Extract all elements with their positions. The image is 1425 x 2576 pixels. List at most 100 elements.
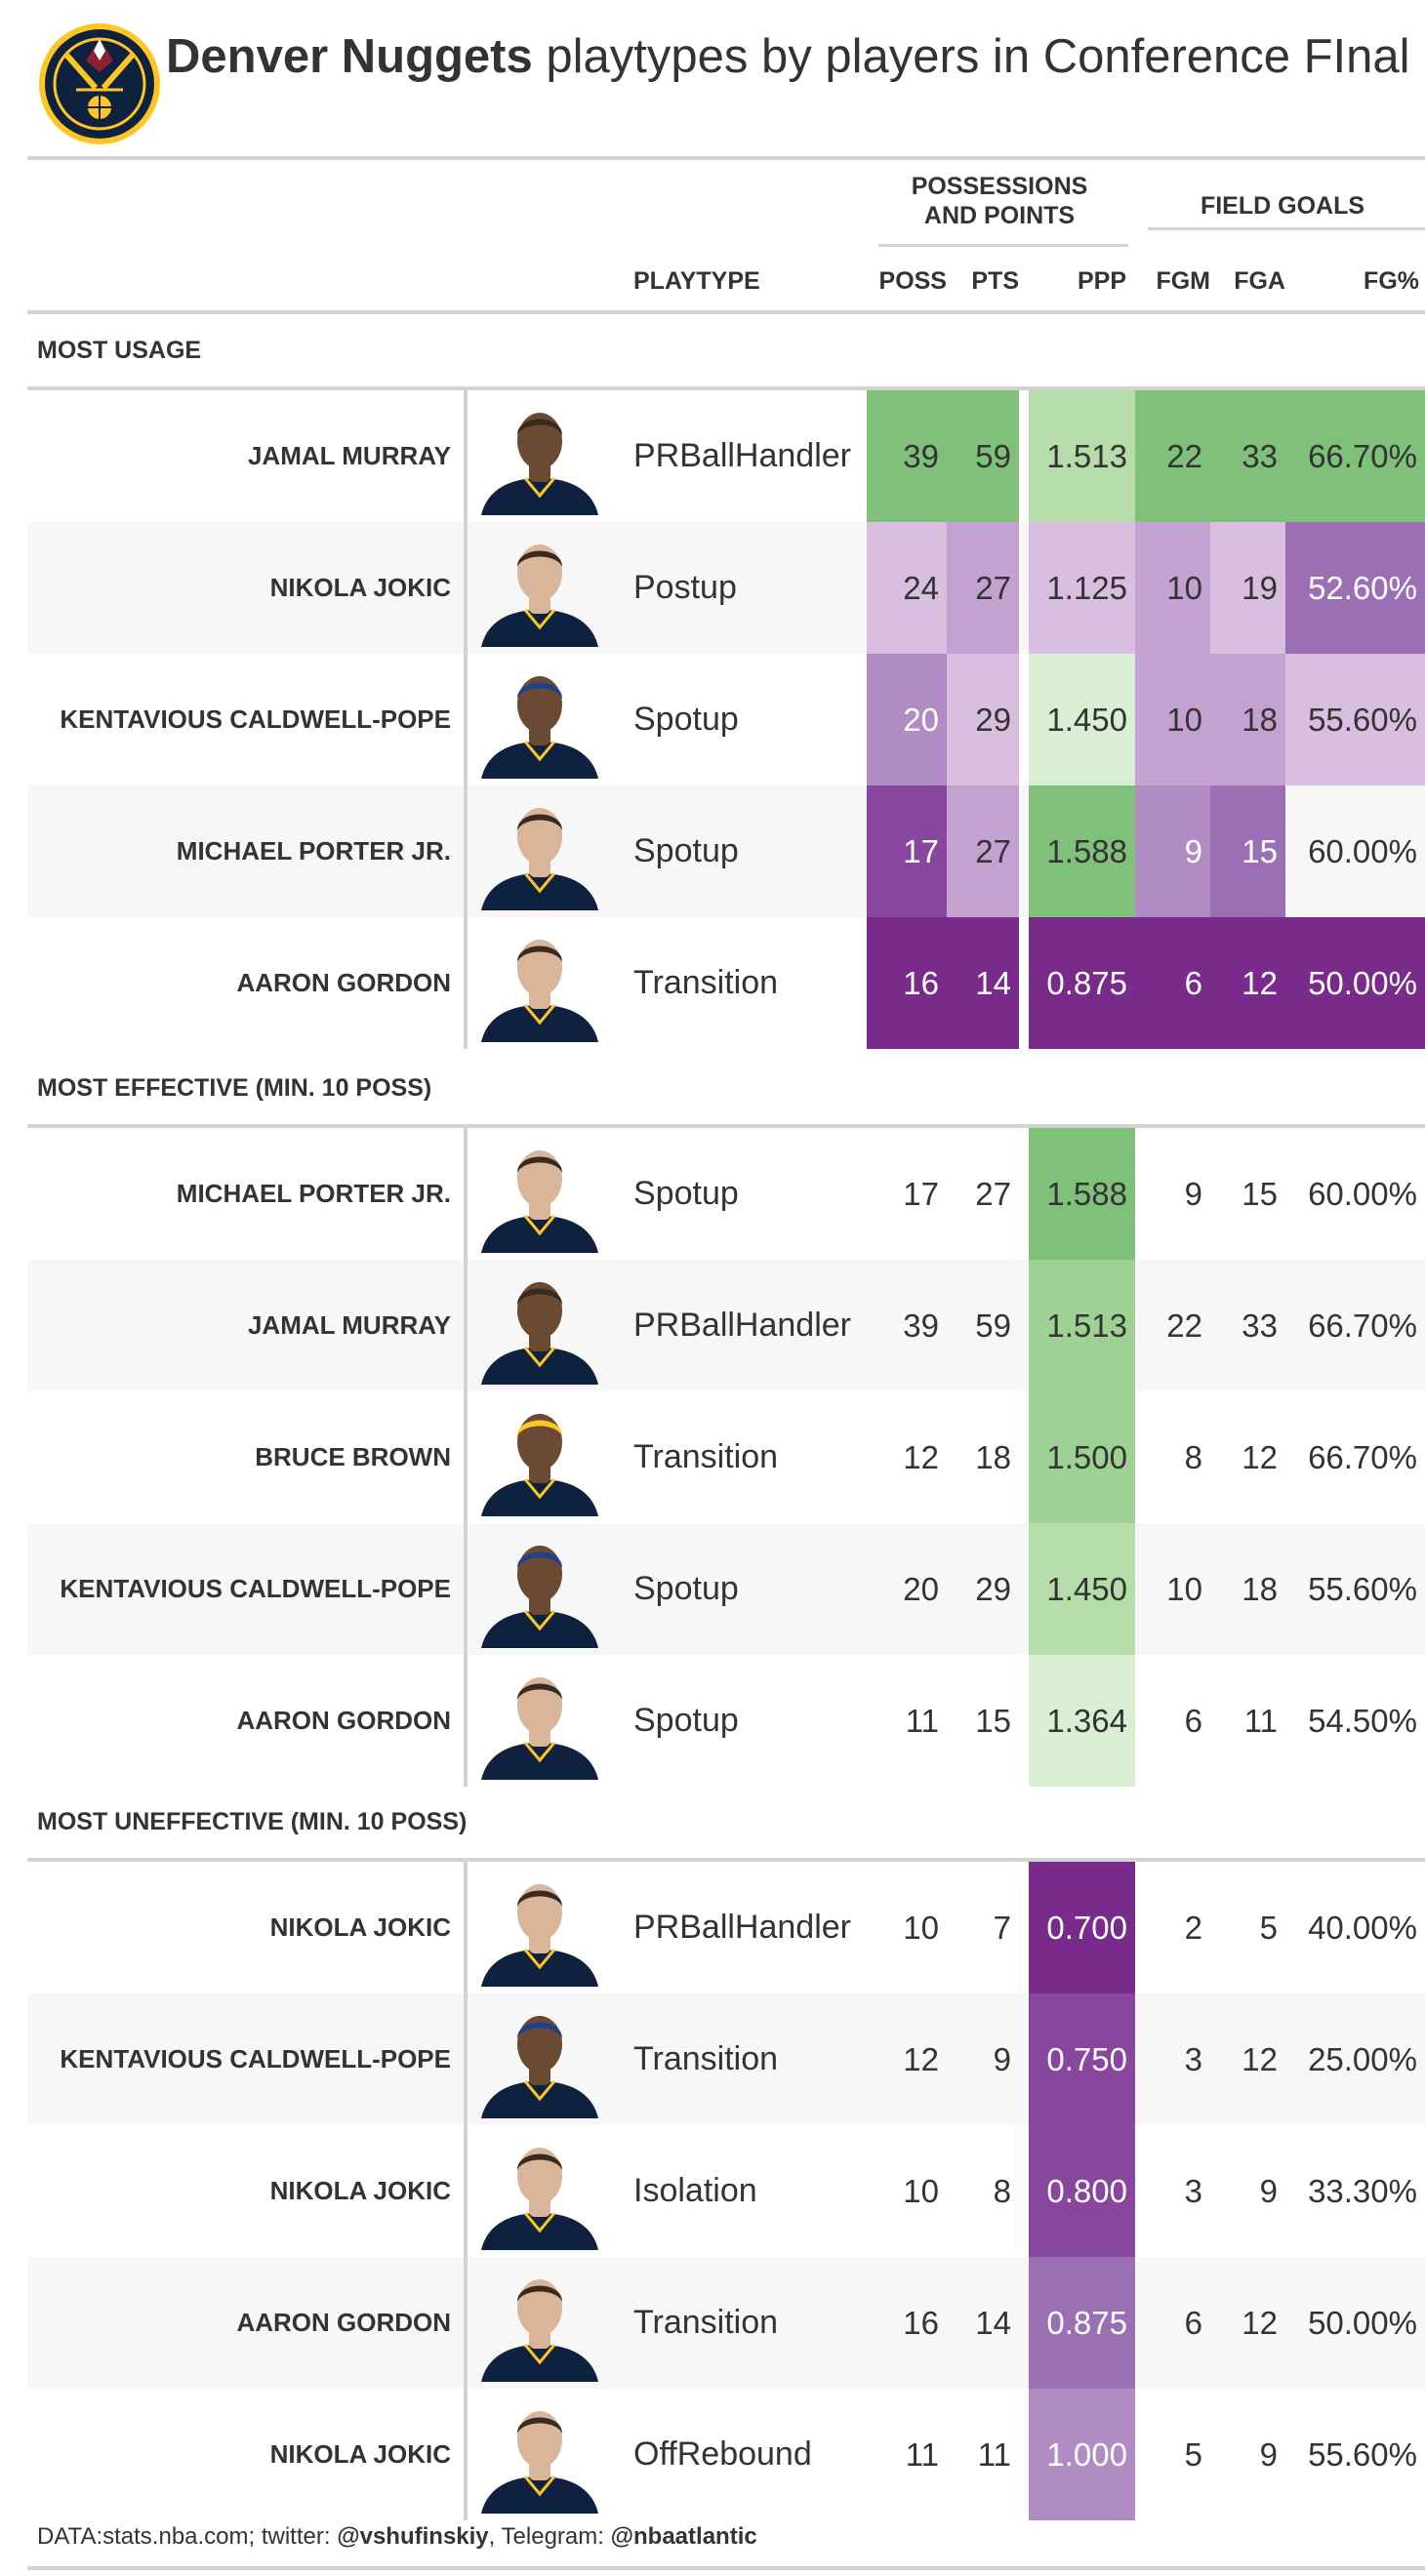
cell-pts: 15 xyxy=(975,1703,1011,1739)
spanner-poss-rule xyxy=(878,244,1128,247)
table-row: KENTAVIOUS CALDWELL-POPE Spotup 20 29 1.450 1… xyxy=(27,1523,1425,1655)
cell-ppp: 0.700 xyxy=(1029,1862,1135,1993)
cell-poss: 24 xyxy=(867,522,947,654)
cell-ppp: 1.125 xyxy=(1029,522,1135,654)
footer-prefix: DATA:stats.nba.com; twitter: xyxy=(37,2523,338,2550)
playtype-cell: Spotup xyxy=(633,701,739,738)
cell-pts: 29 xyxy=(975,1571,1011,1607)
table-row: JAMAL MURRAY PRBallHandler 39 59 1.513 22 33 66… xyxy=(27,390,1425,522)
player-name: NIKOLA JOKIC xyxy=(269,2176,451,2205)
cell-pts: 59 xyxy=(947,390,1019,522)
chart-title: Denver Nuggets playtypes by players in C… xyxy=(166,21,1410,92)
playtype-cell: OffRebound xyxy=(633,2435,812,2473)
cell-fgm: 22 xyxy=(1166,1308,1202,1344)
column-header-fga: FGA xyxy=(1234,267,1285,295)
cell-fgpct: 55.60% xyxy=(1285,654,1425,785)
player-photo xyxy=(481,544,598,647)
table-row: NIKOLA JOKIC Isolation 10 8 0.800 3 9 33.30% xyxy=(27,2125,1425,2257)
cell-poss: 11 xyxy=(905,2436,939,2473)
player-photo xyxy=(481,1414,598,1516)
player-name: KENTAVIOUS CALDWELL-POPE xyxy=(60,704,451,734)
cell-fgpct: 55.60% xyxy=(1308,1571,1417,1607)
cell-ppp: 1.588 xyxy=(1029,1128,1135,1260)
cell-fgm: 6 xyxy=(1135,917,1210,1049)
column-header-fgm: FGM xyxy=(1156,267,1210,295)
nuggets-logo xyxy=(39,23,160,144)
bottom-rule xyxy=(27,2566,1425,2570)
cell-fga: 9 xyxy=(1259,2436,1278,2473)
cell-poss: 16 xyxy=(903,2305,939,2341)
playtype-cell: PRBallHandler xyxy=(633,437,851,474)
group-rule xyxy=(27,386,1425,390)
cell-fgm: 9 xyxy=(1184,1176,1202,1212)
cell-pts: 27 xyxy=(975,1176,1011,1212)
header-rule xyxy=(27,310,1425,314)
player-photo xyxy=(481,1150,598,1253)
cell-poss: 12 xyxy=(903,1439,939,1475)
cell-poss: 39 xyxy=(903,1308,939,1344)
cell-fgm: 3 xyxy=(1184,2041,1202,2077)
cell-fgpct: 50.00% xyxy=(1285,917,1425,1049)
cell-fgpct: 60.00% xyxy=(1308,833,1417,869)
cell-ppp: 1.500 xyxy=(1029,1391,1135,1523)
stub-divider xyxy=(464,390,468,1049)
column-header-ppp: PPP xyxy=(1077,267,1126,295)
cell-fgpct: 66.70% xyxy=(1308,1308,1417,1344)
cell-ppp: 1.513 xyxy=(1029,1260,1135,1391)
table-row: AARON GORDON Transition 16 14 0.875 6 12 50.00% xyxy=(27,2257,1425,2389)
table-row: KENTAVIOUS CALDWELL-POPE Spotup 20 29 1.450 1… xyxy=(27,654,1425,785)
cell-poss: 12 xyxy=(903,2041,939,2077)
cell-fga: 11 xyxy=(1243,1703,1278,1739)
cell-fga: 12 xyxy=(1210,917,1285,1049)
cell-pts: 14 xyxy=(975,2305,1011,2341)
group-label: MOST UNEFFECTIVE (MIN. 10 POSS) xyxy=(37,1808,468,1835)
cell-fgm: 3 xyxy=(1184,2173,1202,2209)
spanner-fg-rule xyxy=(1148,227,1425,230)
table-row: NIKOLA JOKIC Postup 24 27 1.125 10 19 52.60% xyxy=(27,522,1425,654)
playtype-cell: Transition xyxy=(633,1438,779,1475)
table-row: KENTAVIOUS CALDWELL-POPE Transition 12 9 0.7… xyxy=(27,1993,1425,2125)
cell-ppp: 1.450 xyxy=(1029,654,1135,785)
footer-telegram: @nbaatlantic xyxy=(610,2523,757,2550)
cell-fgm: 6 xyxy=(1184,1703,1202,1739)
cell-fga: 12 xyxy=(1242,1439,1278,1475)
cell-pts: 9 xyxy=(993,2041,1011,2077)
player-photo xyxy=(481,1884,598,1987)
cell-pts: 29 xyxy=(947,654,1019,785)
playtype-cell: Transition xyxy=(633,2040,779,2077)
cell-fgpct: 54.50% xyxy=(1308,1703,1417,1739)
player-photo xyxy=(481,413,598,515)
player-photo xyxy=(481,2016,598,2118)
playtype-cell: Spotup xyxy=(633,1702,739,1739)
playtype-cell: Transition xyxy=(633,2304,779,2341)
spanner-field-goals: FIELD GOALS xyxy=(1140,191,1425,221)
player-photo xyxy=(481,808,598,910)
cell-fgm: 2 xyxy=(1184,1910,1202,1946)
group-label: MOST USAGE xyxy=(37,337,202,364)
playtype-cell: Postup xyxy=(633,569,737,606)
cell-poss: 10 xyxy=(903,2173,939,2209)
column-header-playtype: PLAYTYPE xyxy=(633,267,760,295)
cell-pts: 14 xyxy=(947,917,1019,1049)
player-photo xyxy=(481,1677,598,1780)
cell-fgpct: 33.30% xyxy=(1308,2173,1417,2209)
spanner-poss-line1: POSSESSIONS xyxy=(911,173,1088,200)
stub-divider xyxy=(464,1128,468,1787)
cell-fga: 19 xyxy=(1210,522,1285,654)
spanner-poss-points: POSSESSIONS AND POINTS xyxy=(865,172,1134,230)
cell-ppp: 0.750 xyxy=(1029,1993,1135,2125)
cell-fga: 33 xyxy=(1210,390,1285,522)
cell-fgm: 5 xyxy=(1184,2436,1202,2473)
cell-poss: 17 xyxy=(867,785,947,917)
cell-fga: 18 xyxy=(1210,654,1285,785)
player-photo xyxy=(481,1546,598,1648)
player-photo xyxy=(481,676,598,779)
cell-pts: 27 xyxy=(947,785,1019,917)
cell-fga: 15 xyxy=(1210,785,1285,917)
cell-fgpct: 52.60% xyxy=(1285,522,1425,654)
table-row: AARON GORDON Spotup 11 15 1.364 6 11 54.50% xyxy=(27,1655,1425,1787)
player-name: AARON GORDON xyxy=(236,1706,451,1735)
player-name: MICHAEL PORTER JR. xyxy=(176,1179,451,1208)
cell-fgm: 10 xyxy=(1166,1571,1202,1607)
cell-ppp: 1.000 xyxy=(1029,2389,1135,2520)
